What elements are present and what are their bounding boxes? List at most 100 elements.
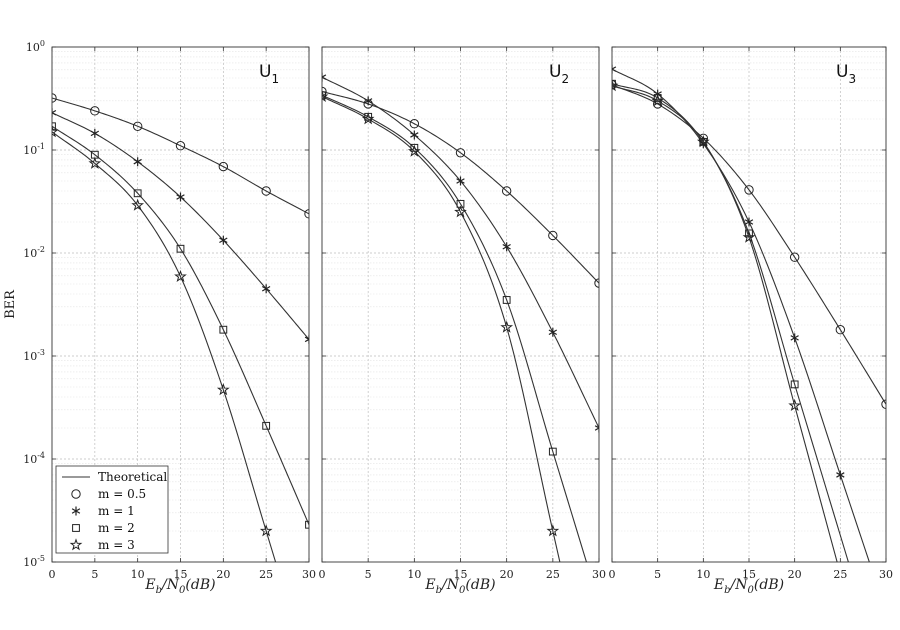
asterisk-marker-2 — [410, 130, 419, 140]
circle-marker-legend-1 — [71, 489, 81, 499]
x-tick-label: 15 — [742, 568, 756, 581]
star-marker-0 — [52, 125, 59, 138]
markers-asterisk — [322, 72, 599, 433]
asterisk-marker-0 — [612, 64, 617, 74]
asterisk-marker-0 — [52, 108, 57, 118]
x-tick-label: 10 — [131, 568, 145, 581]
x-tick-label: 30 — [302, 568, 316, 581]
x-tick-label: 5 — [365, 568, 372, 581]
x-tick-label: 30 — [592, 568, 606, 581]
markers-asterisk — [52, 108, 309, 344]
x-tick-label: 20 — [788, 568, 802, 581]
asterisk-marker-6 — [304, 334, 309, 344]
markers-star — [52, 125, 273, 537]
y-tick-label: 10-5 — [23, 554, 45, 569]
x-tick-label: 10 — [696, 568, 710, 581]
star-marker-5 — [546, 524, 560, 537]
circle-marker-5 — [261, 186, 271, 196]
star-marker-0 — [322, 89, 329, 103]
asterisk-marker-6 — [594, 423, 599, 433]
panel-3: 0 5 10 15 20 25 30 U3 Eb/N0(dB) — [609, 46, 893, 596]
markers-star — [612, 79, 802, 412]
star-marker-4 — [216, 383, 230, 396]
panel-title: U2 — [549, 62, 569, 86]
asterisk-marker-3 — [176, 192, 185, 202]
star-marker-3 — [454, 205, 467, 218]
square-marker-5 — [262, 421, 271, 430]
asterisk-marker-4 — [790, 333, 799, 343]
asterisk-marker-3 — [456, 176, 465, 186]
square-marker-5 — [548, 447, 557, 456]
circle-marker-3 — [175, 141, 186, 151]
circle-marker-5 — [835, 325, 846, 335]
theory-curve-m3 — [52, 131, 277, 562]
square-marker-4 — [219, 325, 228, 334]
square-marker-2 — [133, 189, 142, 198]
asterisk-marker-5 — [261, 284, 271, 294]
y-tick-label: 10-2 — [23, 245, 45, 260]
circle-marker-3 — [455, 148, 466, 158]
square-marker-4 — [790, 380, 799, 389]
circle-marker-0 — [322, 86, 327, 97]
x-tick-label: 25 — [833, 568, 847, 581]
x-tick-label: 5 — [91, 568, 98, 581]
x-tick-label: 25 — [546, 568, 560, 581]
panel-title: U3 — [836, 62, 856, 86]
square-marker-3 — [176, 244, 185, 253]
asterisk-marker-0 — [322, 72, 327, 82]
panel-1: 0 5 10 15 20 25 30 U1 Eb/N0(dB) 100 10-1 10-2 10-3 10… — [3, 39, 316, 596]
star-marker-0 — [612, 79, 619, 92]
x-tick-label: 0 — [609, 568, 616, 581]
circle-marker-4 — [789, 252, 800, 262]
series-group — [322, 72, 599, 562]
asterisk-marker-1 — [90, 128, 100, 138]
star-marker-4 — [500, 320, 514, 333]
theory-curve-m1 — [612, 68, 870, 562]
square-marker-legend-3 — [72, 524, 80, 532]
x-tick-label: 20 — [216, 568, 230, 581]
asterisk-marker-2 — [133, 157, 142, 167]
x-axis-label: Eb/N0(dB) — [144, 577, 215, 596]
x-tick-label: 15 — [454, 568, 468, 581]
x-axis-label: Eb/N0(dB) — [424, 577, 495, 596]
series-group — [612, 64, 886, 562]
y-tick-label: 10-1 — [23, 142, 45, 157]
star-marker-1 — [361, 112, 375, 125]
theory-curve-m0_5 — [52, 97, 309, 215]
theory-curve-m3 — [322, 96, 561, 562]
legend-label: Theoretical — [98, 470, 167, 484]
circle-marker-3 — [744, 185, 754, 195]
asterisk-marker-3 — [744, 217, 754, 227]
star-marker-3 — [742, 230, 756, 243]
asterisk-marker-4 — [219, 235, 228, 245]
theory-curve-m2 — [52, 125, 309, 525]
star-marker-4 — [788, 398, 802, 412]
asterisk-marker-5 — [836, 470, 845, 480]
legend-box — [55, 465, 169, 554]
circle-marker-5 — [548, 230, 558, 241]
star-marker-5 — [259, 524, 273, 537]
asterisk-marker-legend-2 — [71, 506, 81, 516]
y-tick-label: 10-3 — [23, 348, 45, 363]
panel-2: 0 5 10 15 20 25 30 U2 Eb/N0(dB) — [319, 46, 606, 596]
markers-star — [322, 89, 560, 537]
x-tick-label: 15 — [174, 568, 188, 581]
grid — [322, 47, 599, 562]
circle-marker-1 — [90, 106, 100, 116]
x-tick-label: 5 — [654, 568, 661, 581]
square-marker-0 — [52, 122, 56, 131]
legend-label: m = 3 — [98, 538, 135, 552]
circle-marker-4 — [218, 161, 229, 172]
x-tick-label: 30 — [879, 568, 893, 581]
asterisk-marker-4 — [502, 242, 511, 252]
legend-label: m = 2 — [98, 521, 135, 535]
star-marker-2 — [131, 198, 145, 211]
legend-label: m = 1 — [98, 504, 135, 518]
asterisk-marker-1 — [363, 96, 373, 106]
grid — [612, 47, 886, 562]
star-marker-2 — [696, 135, 710, 148]
x-tick-label: 25 — [259, 568, 273, 581]
x-tick-label: 20 — [500, 568, 514, 581]
star-marker-1 — [651, 94, 665, 107]
